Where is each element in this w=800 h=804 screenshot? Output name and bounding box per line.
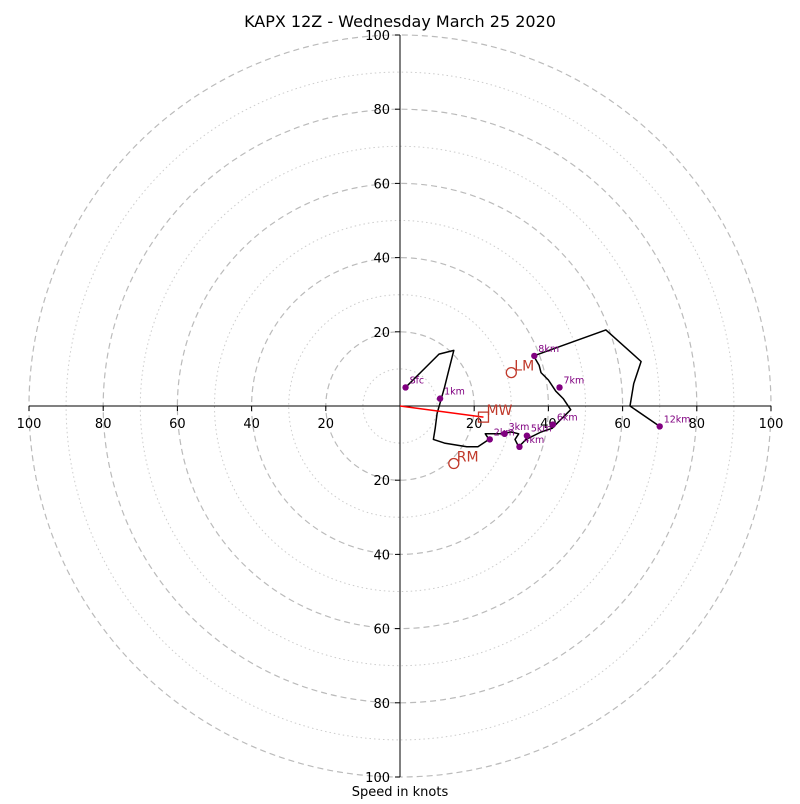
height-point-8km (531, 352, 538, 360)
height-label-1km: 1km (444, 387, 465, 398)
marker-label-rm: RM (457, 450, 479, 466)
hodograph-trace-group (405, 329, 661, 448)
x-tick-label-neg-40: 40 (243, 417, 260, 432)
y-tick-label-40: 40 (373, 252, 390, 267)
marker-label-lm: LM (514, 359, 534, 375)
height-points: Sfc1km2km3km4km5km6km7km8km12km (402, 344, 691, 451)
marker-mw (477, 411, 490, 423)
x-tick-label-60: 60 (614, 417, 631, 432)
y-tick-label-neg-20: 20 (373, 474, 390, 489)
height-label-12km: 12km (664, 414, 691, 425)
y-tick-label-neg-80: 80 (373, 697, 390, 712)
y-tick-label-100: 100 (365, 29, 390, 44)
hodograph-trace (405, 329, 661, 448)
height-point-6km (549, 421, 557, 428)
storm-motion-markers: LM MW RM (448, 359, 534, 470)
chart-title: KAPX 12Z - Wednesday March 25 2020 (244, 12, 556, 31)
height-label-4km: 4km (523, 435, 544, 446)
y-tick-label-neg-100: 100 (365, 771, 390, 786)
height-point-1km (436, 395, 444, 402)
height-label-8km: 8km (538, 344, 559, 355)
x-tick-label-80: 80 (689, 417, 706, 432)
x-tick-label-neg-20: 20 (318, 417, 335, 432)
y-tick-label-neg-60: 60 (373, 623, 390, 638)
y-tick-label-80: 80 (373, 103, 390, 118)
marker-lm (505, 366, 517, 379)
height-label-sfc: Sfc (410, 375, 425, 386)
x-axis-label: Speed in knots (352, 785, 449, 800)
height-point-2km (486, 436, 493, 443)
height-point-sfc (402, 384, 409, 391)
marker-rm (448, 457, 460, 470)
y-tick-label-neg-40: 40 (373, 548, 390, 563)
y-tick-label-60: 60 (373, 177, 390, 192)
x-tick-label-neg-80: 80 (95, 417, 112, 432)
x-tick-label-neg-100: 100 (17, 417, 42, 432)
height-label-3km: 3km (509, 422, 530, 433)
height-label-7km: 7km (564, 375, 585, 386)
y-tick-label-20: 20 (373, 326, 390, 341)
mean-wind-vector (399, 405, 484, 418)
x-tick-label-20: 20 (466, 417, 483, 432)
height-label-6km: 6km (557, 413, 578, 424)
height-point-4km (516, 443, 523, 451)
x-tick-label-neg-60: 60 (169, 417, 186, 432)
height-point-5km (523, 432, 531, 439)
height-point-12km (656, 423, 663, 430)
height-point-3km (501, 430, 508, 438)
marker-label-mw: MW (486, 403, 512, 419)
mean-wind-vector-group (399, 405, 484, 418)
x-tick-label-100: 100 (759, 417, 784, 432)
height-label-5km: 5km (531, 424, 552, 435)
height-point-7km (556, 384, 563, 391)
